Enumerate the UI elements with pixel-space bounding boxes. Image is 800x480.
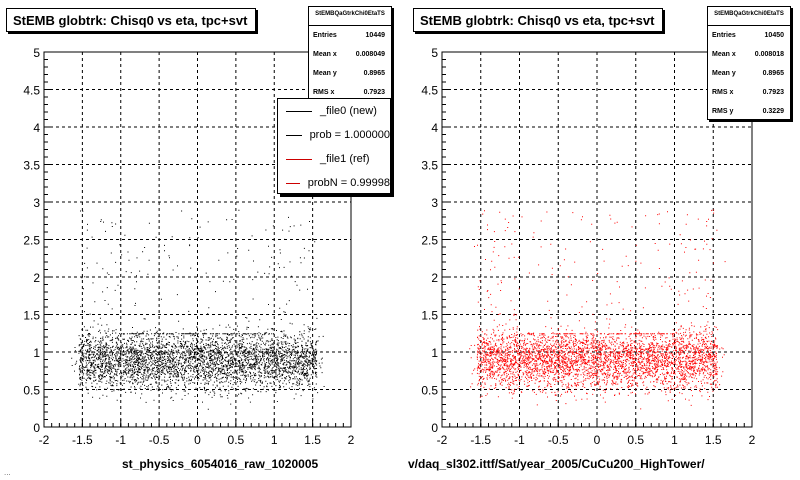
y-tick-label: 2: [33, 271, 40, 285]
legend-swatch: [286, 158, 312, 160]
stats-box-right: StEMBQaGtrkChi0EtaTS Entries 10450 Mean x…: [707, 6, 791, 120]
legend-swatch: [286, 110, 312, 112]
legend-item: prob = 1.000000: [278, 123, 390, 147]
y-tick-label: 3.5: [421, 159, 438, 173]
stats-box-left: StEMBQaGtrkChi0EtaTS Entries 10449 Mean x…: [308, 6, 392, 102]
legend-swatch: [286, 134, 302, 136]
stats-row: RMS y 0.3229: [712, 108, 784, 115]
y-tick-label: 0: [33, 421, 40, 435]
x-tick-label: 0: [594, 433, 601, 447]
stats-title: StEMBQaGtrkChi0EtaTS: [309, 7, 391, 26]
x-tick-label: 0.5: [228, 433, 245, 447]
x-tick-label: -1: [514, 433, 525, 447]
y-tick-label: 1: [33, 346, 40, 360]
x-tick-label: 2: [348, 433, 355, 447]
y-tick-label: 3.5: [23, 159, 40, 173]
x-tick-label: -2: [39, 433, 50, 447]
stats-title: StEMBQaGtrkChi0EtaTS: [708, 7, 790, 26]
x-tick-label: 2: [749, 433, 756, 447]
y-tick-label: 4: [431, 121, 438, 135]
y-tick-label: 1.5: [421, 309, 438, 323]
legend-item: _file0 (new): [278, 99, 390, 123]
y-tick-label: 5: [33, 46, 40, 60]
stats-row: Mean y 0.8965: [313, 70, 385, 77]
legend-item: _file1 (ref): [278, 147, 390, 171]
stats-row: Mean x 0.008018: [712, 51, 784, 58]
scatter-points: [469, 209, 726, 410]
stats-row: RMS x 0.7923: [712, 89, 784, 96]
y-tick-label: 0.5: [23, 384, 40, 398]
x-tick-label: 0: [194, 433, 201, 447]
x-tick-label: -1: [115, 433, 126, 447]
x-axis-title-right: v/daq_sl302.ittf/Sat/year_2005/CuCu200_H…: [408, 457, 705, 471]
stats-row: RMS x 0.7923: [313, 89, 385, 96]
stats-row: Entries 10449: [313, 32, 385, 39]
y-tick-label: 0: [431, 421, 438, 435]
x-tick-label: 1.5: [705, 433, 722, 447]
scatter-right: [469, 209, 726, 410]
x-tick-label: 1: [271, 433, 278, 447]
axes-left: -2 -1.5 -1 -0.5 0 0.5 1 1.5 2 0 0.5 1 1.5 2 2.5 3 3.5 4 4.…: [23, 46, 354, 447]
y-tick-label: 2: [431, 271, 438, 285]
legend-item: probN = 0.99998: [278, 171, 390, 193]
x-tick-label: -1.5: [470, 433, 491, 447]
x-axis-title-left: st_physics_6054016_raw_1020005: [122, 457, 319, 471]
x-tick-label: 0.5: [627, 433, 644, 447]
legend-left: _file0 (new) prob = 1.000000 _file1 (ref…: [277, 98, 391, 194]
chart-title-left: StEMB globtrk: Chisq0 vs eta, tpc+svt: [6, 8, 257, 32]
y-tick-label: 1: [431, 346, 438, 360]
x-tick-label: -2: [437, 433, 448, 447]
y-tick-label: 0.5: [421, 384, 438, 398]
axes-right: -2 -1.5 -1 -0.5 0 0.5 1 1.5 2 0 0.5 1 1.5 2 2.5 3 3.5 4 4.…: [421, 46, 755, 447]
stats-row: Mean y 0.8965: [712, 70, 784, 77]
footer-text: ...: [4, 468, 11, 477]
x-tick-label: 1: [671, 433, 678, 447]
y-tick-label: 4.5: [421, 84, 438, 98]
stats-row: Mean x 0.008049: [313, 51, 385, 58]
x-tick-label: -0.5: [149, 433, 170, 447]
scatter-points: [71, 209, 325, 410]
x-tick-label: -0.5: [548, 433, 569, 447]
legend-swatch: [286, 182, 300, 184]
y-tick-label: 5: [431, 46, 438, 60]
y-tick-label: 3: [431, 196, 438, 210]
y-tick-label: 2.5: [23, 234, 40, 248]
x-tick-label: -1.5: [72, 433, 93, 447]
stats-row: Entries 10450: [712, 32, 784, 39]
y-tick-label: 4: [33, 121, 40, 135]
y-tick-label: 1.5: [23, 309, 40, 323]
y-tick-label: 2.5: [421, 234, 438, 248]
y-tick-label: 4.5: [23, 84, 40, 98]
x-tick-label: 1.5: [304, 433, 321, 447]
y-tick-label: 3: [33, 196, 40, 210]
chart-title-right: StEMB globtrk: Chisq0 vs eta, tpc+svt: [413, 8, 664, 32]
scatter-left: [71, 209, 325, 410]
